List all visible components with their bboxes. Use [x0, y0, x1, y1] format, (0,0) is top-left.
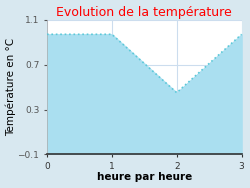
- Y-axis label: Température en °C: Température en °C: [6, 38, 16, 136]
- X-axis label: heure par heure: heure par heure: [97, 172, 192, 182]
- Title: Evolution de la température: Evolution de la température: [56, 6, 232, 19]
